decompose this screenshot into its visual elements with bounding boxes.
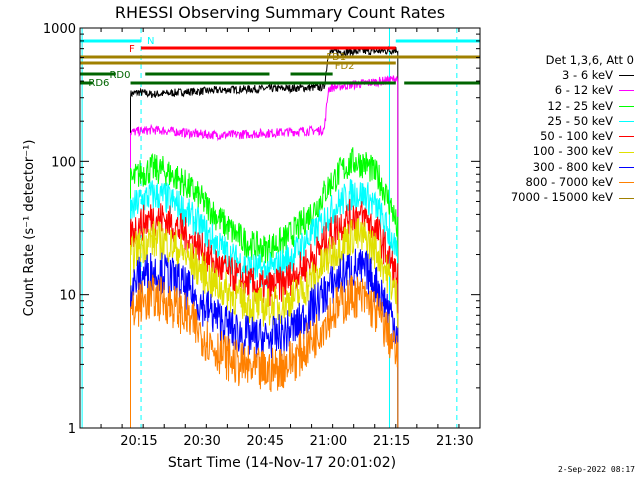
legend-item: 50 - 100 keV	[480, 129, 634, 144]
legend-swatch	[619, 151, 634, 153]
legend-label: 12 - 25 keV	[547, 98, 613, 113]
legend-swatch	[619, 182, 634, 184]
legend-item: 100 - 300 keV	[480, 144, 634, 159]
x-tick-label: 21:30	[436, 434, 473, 449]
series-line-3	[130, 147, 399, 428]
legend-swatch	[619, 136, 634, 138]
series-line-1	[130, 45, 399, 428]
legend-label: 6 - 12 keV	[554, 83, 613, 98]
flag-label-rd6: RD6	[88, 78, 109, 89]
legend-label: 7000 - 15000 keV	[510, 190, 613, 205]
y-tick-label: 1000	[43, 22, 76, 37]
legend-swatch	[619, 121, 634, 123]
y-axis-label: Count Rate (s⁻¹ detector⁻¹)	[22, 140, 37, 317]
legend-swatch	[619, 75, 634, 77]
legend-swatch	[619, 166, 634, 168]
x-tick-label: 20:15	[120, 434, 157, 449]
x-axis-label: Start Time (14-Nov-17 20:01:02)	[168, 455, 396, 471]
legend-label: 25 - 50 keV	[547, 113, 613, 128]
x-tick-label: 20:30	[183, 434, 220, 449]
flag-label-fd2: FD2	[335, 61, 355, 72]
legend: Det 1,3,6, Att 0 3 - 6 keV 6 - 12 keV 12 -…	[480, 53, 634, 206]
y-tick-label: 100	[51, 155, 76, 170]
y-tick-label: 1	[68, 422, 76, 437]
legend-label: 100 - 300 keV	[532, 144, 613, 159]
series-lines	[130, 45, 399, 428]
legend-label: 3 - 6 keV	[562, 68, 613, 82]
x-tick-label: 20:45	[247, 434, 284, 449]
legend-title: Det 1,3,6, Att 0	[545, 53, 634, 67]
x-tick-label: 21:15	[373, 434, 410, 449]
flag-label-rd0: RD0	[109, 70, 130, 81]
flag-bars: NFFD1FD2RD0RD6	[80, 36, 480, 89]
legend-item: 25 - 50 keV	[480, 114, 634, 129]
y-axis: 1 10 100 1000	[43, 22, 480, 437]
legend-item: 6 - 12 keV	[480, 83, 634, 98]
series-line-6	[130, 217, 399, 428]
x-axis: 20:15 20:30 20:45 21:00 21:15 21:30	[100, 28, 473, 449]
flag-label-f: F	[129, 44, 135, 55]
series-line-8	[130, 274, 399, 428]
legend-swatch	[619, 197, 634, 199]
x-tick-label: 21:00	[310, 434, 347, 449]
y-tick-label: 10	[59, 289, 76, 304]
legend-item: 7000 - 15000 keV	[480, 190, 634, 205]
legend-item: 3 - 6 keV	[480, 68, 634, 83]
legend-label: 300 - 800 keV	[532, 159, 613, 174]
legend-label: 800 - 7000 keV	[525, 175, 613, 190]
legend-item: 12 - 25 keV	[480, 99, 634, 114]
flag-label-n: N	[147, 36, 154, 47]
legend-label: 50 - 100 keV	[540, 129, 613, 144]
series-line-4	[130, 178, 399, 428]
footer-date: 2-Sep-2022 08:17	[557, 465, 635, 474]
legend-item: 300 - 800 keV	[480, 160, 634, 175]
legend-swatch	[619, 105, 634, 107]
chart-title: RHESSI Observing Summary Count Rates	[115, 3, 445, 22]
legend-swatch	[619, 90, 634, 92]
series-line-7	[130, 248, 399, 428]
legend-item: 800 - 7000 keV	[480, 175, 634, 190]
plot-frame	[79, 27, 481, 429]
